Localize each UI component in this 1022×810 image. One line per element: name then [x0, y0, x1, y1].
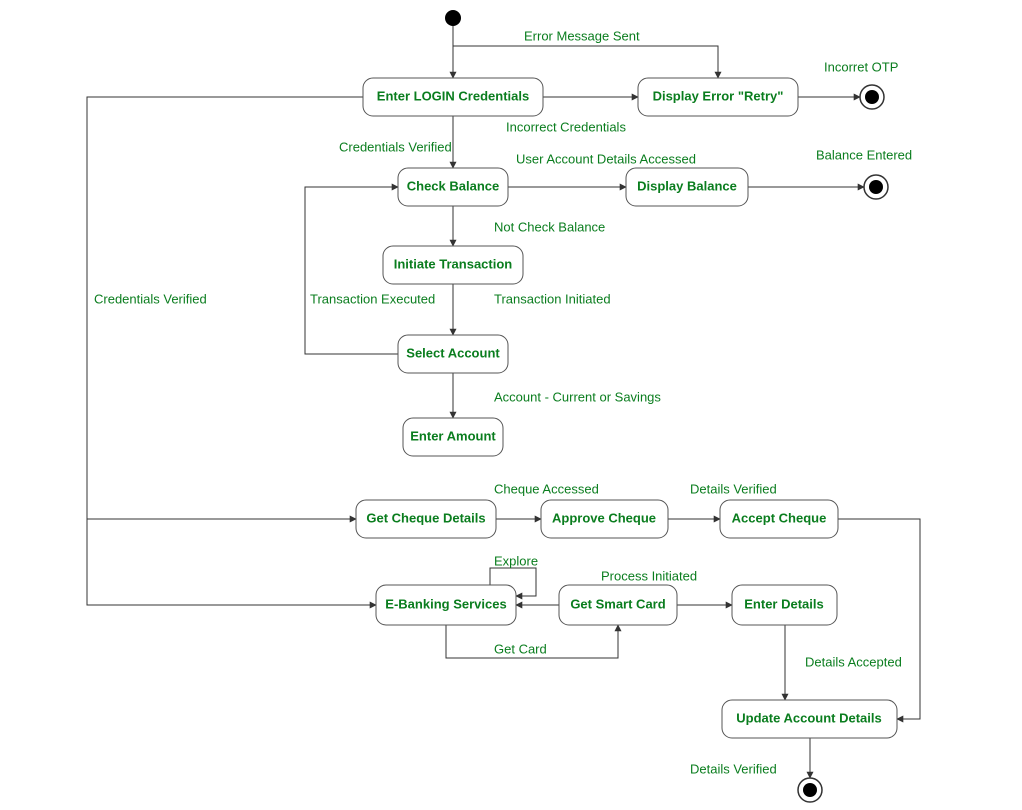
node-enter-details: Enter Details [732, 585, 837, 625]
initial-node [445, 10, 461, 26]
label-enter-amount: Enter Amount [410, 428, 496, 443]
edge-label: Details Accepted [805, 654, 902, 669]
edge-label: Incorret OTP [824, 59, 898, 74]
final-balance [864, 175, 888, 199]
edge-label: Transaction Executed [310, 291, 435, 306]
label-update-account: Update Account Details [736, 710, 881, 725]
label-error: Display Error "Retry" [653, 88, 784, 103]
edge-login-ebank [87, 519, 376, 605]
edge-label: Not Check Balance [494, 219, 605, 234]
edge-label: Explore [494, 553, 538, 568]
edge-label: Details Verified [690, 761, 777, 776]
label-select-account: Select Account [406, 345, 500, 360]
label-display-balance: Display Balance [637, 178, 737, 193]
label-enter-details: Enter Details [744, 596, 823, 611]
edge-label: Process Initiated [601, 568, 697, 583]
edge-label: Get Card [494, 641, 547, 656]
node-ebanking: E-Banking Services [376, 585, 516, 625]
node-initiate-transaction: Initiate Transaction [383, 246, 523, 284]
node-login: Enter LOGIN Credentials [363, 78, 543, 116]
edge-accept-update [838, 519, 920, 719]
label-ebanking: E-Banking Services [385, 596, 506, 611]
node-update-account: Update Account Details [722, 700, 897, 738]
edge-label: Credentials Verified [94, 291, 207, 306]
node-approve-cheque: Approve Cheque [541, 500, 668, 538]
edge-label: Credentials Verified [339, 139, 452, 154]
activity-diagram: Enter LOGIN Credentials Display Error "R… [0, 0, 1022, 810]
label-accept-cheque: Accept Cheque [732, 510, 827, 525]
edge-label: Cheque Accessed [494, 481, 599, 496]
label-get-cheque: Get Cheque Details [366, 510, 485, 525]
label-approve-cheque: Approve Cheque [552, 510, 656, 525]
label-initiate-transaction: Initiate Transaction [394, 256, 513, 271]
edge-label: Error Message Sent [524, 28, 640, 43]
node-accept-cheque: Accept Cheque [720, 500, 838, 538]
node-error: Display Error "Retry" [638, 78, 798, 116]
node-get-cheque: Get Cheque Details [356, 500, 496, 538]
label-smart-card: Get Smart Card [570, 596, 665, 611]
edge-login-cheque [87, 97, 363, 519]
final-bottom [798, 778, 822, 802]
node-enter-amount: Enter Amount [403, 418, 503, 456]
edge-label: Transaction Initiated [494, 291, 611, 306]
node-display-balance: Display Balance [626, 168, 748, 206]
edge-label: Details Verified [690, 481, 777, 496]
edge-label: Incorrect Credentials [506, 119, 626, 134]
label-login: Enter LOGIN Credentials [377, 88, 529, 103]
final-error [860, 85, 884, 109]
edge-errorloop [453, 46, 718, 78]
node-smart-card: Get Smart Card [559, 585, 677, 625]
label-check-balance: Check Balance [407, 178, 500, 193]
node-select-account: Select Account [398, 335, 508, 373]
node-check-balance: Check Balance [398, 168, 508, 206]
edge-label: Account - Current or Savings [494, 389, 661, 404]
edge-label: User Account Details Accessed [516, 151, 696, 166]
edge-label: Balance Entered [816, 147, 912, 162]
